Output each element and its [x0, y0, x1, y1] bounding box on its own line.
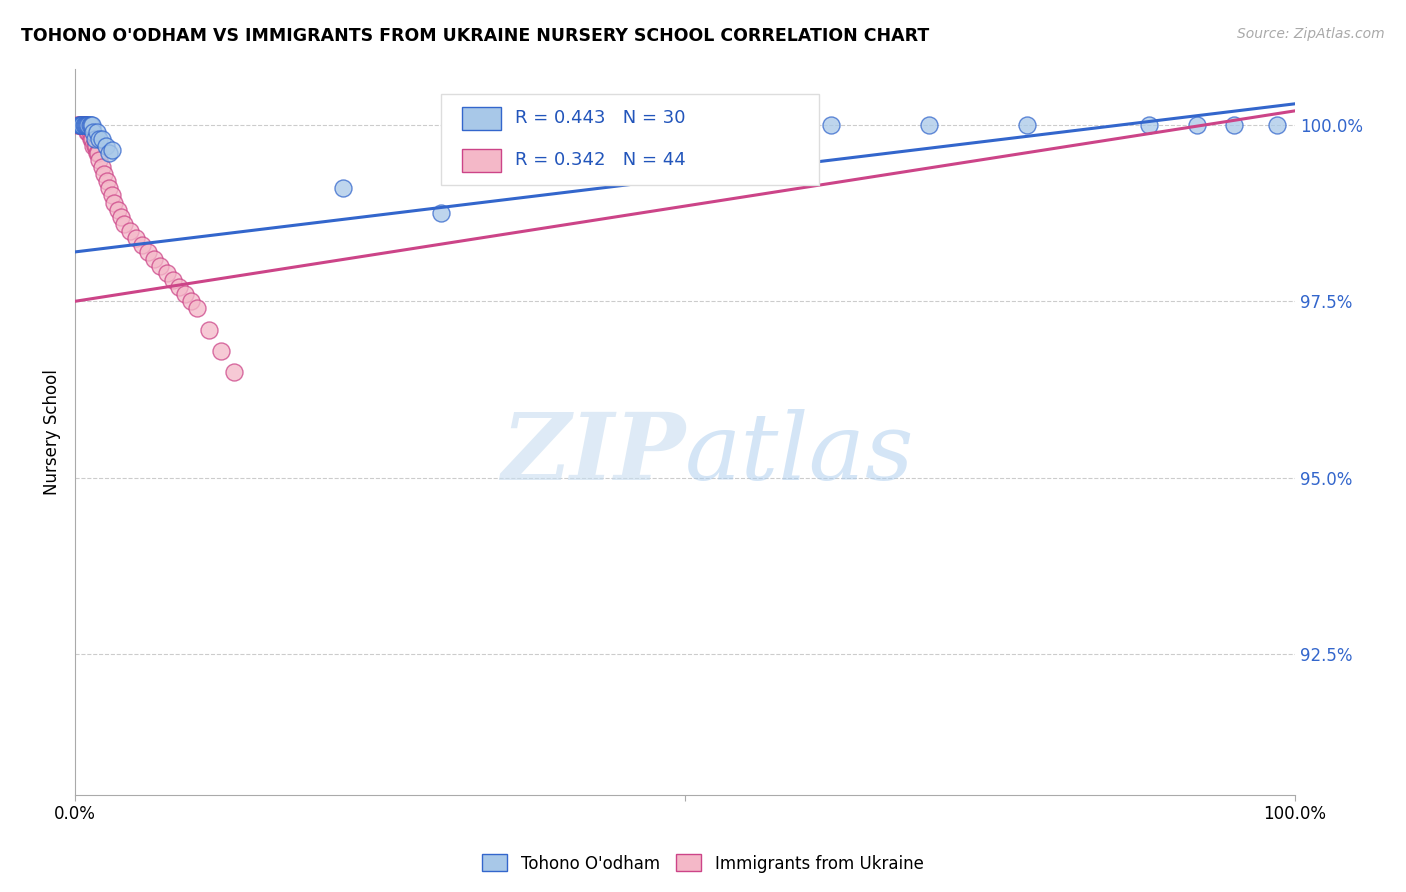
Point: [70, 118, 93, 132]
Point: [66, 118, 89, 132]
Point: [87, 146, 110, 161]
Point: [103, 195, 125, 210]
Point: [76, 125, 98, 139]
Text: Source: ZipAtlas.com: Source: ZipAtlas.com: [1237, 27, 1385, 41]
Text: ZIP: ZIP: [501, 409, 685, 499]
Point: [80, 118, 103, 132]
Text: atlas: atlas: [685, 409, 914, 499]
Point: [72, 118, 94, 132]
Point: [110, 210, 132, 224]
Point: [73, 118, 96, 132]
Point: [149, 259, 172, 273]
Point: [820, 118, 842, 132]
Point: [73, 118, 96, 132]
Point: [89, 153, 111, 168]
Point: [125, 231, 148, 245]
Point: [69, 118, 91, 132]
Point: [98, 181, 121, 195]
Point: [98, 146, 121, 161]
Point: [70, 118, 93, 132]
Point: [1187, 118, 1209, 132]
Text: R = 0.443   N = 30: R = 0.443 N = 30: [516, 110, 686, 128]
Point: [167, 280, 190, 294]
Point: [82, 125, 104, 139]
Point: [90, 132, 112, 146]
Point: [198, 322, 221, 336]
Point: [69, 118, 91, 132]
Point: [83, 132, 105, 146]
Point: [82, 139, 104, 153]
Point: [735, 118, 758, 132]
Point: [162, 273, 184, 287]
Y-axis label: Nursery School: Nursery School: [44, 369, 60, 495]
Point: [72, 118, 94, 132]
FancyBboxPatch shape: [461, 107, 501, 130]
Point: [112, 217, 135, 231]
Point: [72, 118, 94, 132]
Point: [100, 143, 122, 157]
Point: [75, 118, 97, 132]
Point: [86, 125, 108, 139]
Point: [118, 224, 141, 238]
Text: TOHONO O'ODHAM VS IMMIGRANTS FROM UKRAINE NURSERY SCHOOL CORRELATION CHART: TOHONO O'ODHAM VS IMMIGRANTS FROM UKRAIN…: [21, 27, 929, 45]
Point: [80, 132, 103, 146]
Point: [80, 132, 103, 146]
Point: [209, 343, 232, 358]
Point: [180, 294, 202, 309]
FancyBboxPatch shape: [441, 94, 820, 185]
Point: [136, 244, 159, 259]
Point: [79, 118, 101, 132]
Point: [72, 118, 94, 132]
Point: [67, 118, 90, 132]
Point: [67, 118, 90, 132]
Point: [75, 118, 97, 132]
Point: [1015, 118, 1038, 132]
Text: R = 0.342   N = 44: R = 0.342 N = 44: [516, 152, 686, 169]
Point: [430, 206, 453, 220]
Point: [93, 167, 115, 181]
Point: [918, 118, 941, 132]
Point: [131, 238, 153, 252]
Point: [86, 146, 108, 161]
Point: [77, 125, 100, 139]
FancyBboxPatch shape: [461, 149, 501, 172]
Point: [1265, 118, 1288, 132]
Point: [76, 118, 98, 132]
Point: [84, 139, 107, 153]
Point: [80, 118, 103, 132]
Point: [332, 181, 354, 195]
Point: [79, 125, 101, 139]
Point: [143, 252, 166, 266]
Point: [173, 287, 195, 301]
Legend: Tohono O'odham, Immigrants from Ukraine: Tohono O'odham, Immigrants from Ukraine: [475, 847, 931, 880]
Point: [107, 202, 129, 217]
Point: [100, 188, 122, 202]
Point: [186, 301, 208, 316]
Point: [94, 139, 117, 153]
Point: [222, 365, 245, 379]
Point: [96, 174, 118, 188]
Point: [1137, 118, 1160, 132]
Point: [1223, 118, 1246, 132]
Point: [90, 161, 112, 175]
Point: [89, 132, 111, 146]
Point: [77, 118, 100, 132]
Point: [72, 118, 94, 132]
Point: [83, 139, 105, 153]
Point: [155, 266, 177, 280]
